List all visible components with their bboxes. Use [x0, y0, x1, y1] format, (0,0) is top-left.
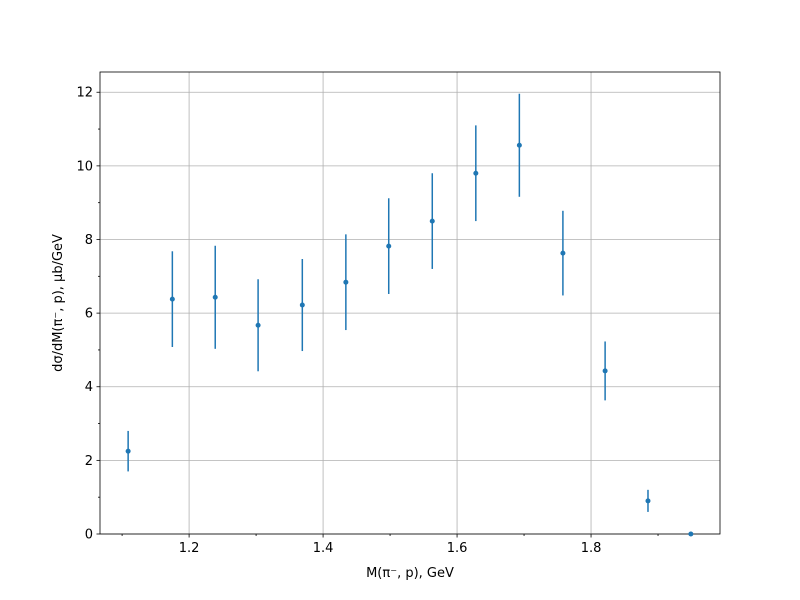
y-tick-label: 10 — [76, 159, 93, 174]
y-tick-label: 4 — [85, 380, 93, 395]
data-point — [212, 294, 218, 300]
data-point — [169, 296, 175, 302]
data-point — [429, 218, 435, 224]
x-axis-label: M(π⁻, p), GeV — [366, 566, 454, 581]
data-point — [386, 243, 392, 249]
y-tick-label: 8 — [85, 233, 93, 248]
data-point — [343, 279, 349, 285]
data-point — [255, 322, 261, 328]
y-tick-label: 0 — [85, 528, 93, 543]
data-point — [516, 142, 522, 148]
data-point — [473, 170, 479, 176]
y-axis-label: dσ/dM(π⁻, p), μb/GeV — [51, 234, 66, 372]
data-point — [299, 302, 305, 308]
data-point — [125, 448, 131, 454]
x-tick-label: 1.8 — [581, 541, 602, 556]
y-tick-label: 12 — [76, 86, 93, 101]
y-tick-label: 6 — [85, 307, 93, 322]
x-tick-label: 1.2 — [179, 541, 200, 556]
x-tick-label: 1.4 — [313, 541, 334, 556]
data-point — [560, 250, 566, 256]
data-point — [688, 531, 694, 537]
x-tick-label: 1.6 — [447, 541, 468, 556]
plot-frame — [99, 71, 721, 535]
y-tick-label: 2 — [85, 454, 93, 469]
data-point — [645, 498, 651, 504]
data-point — [602, 368, 608, 374]
